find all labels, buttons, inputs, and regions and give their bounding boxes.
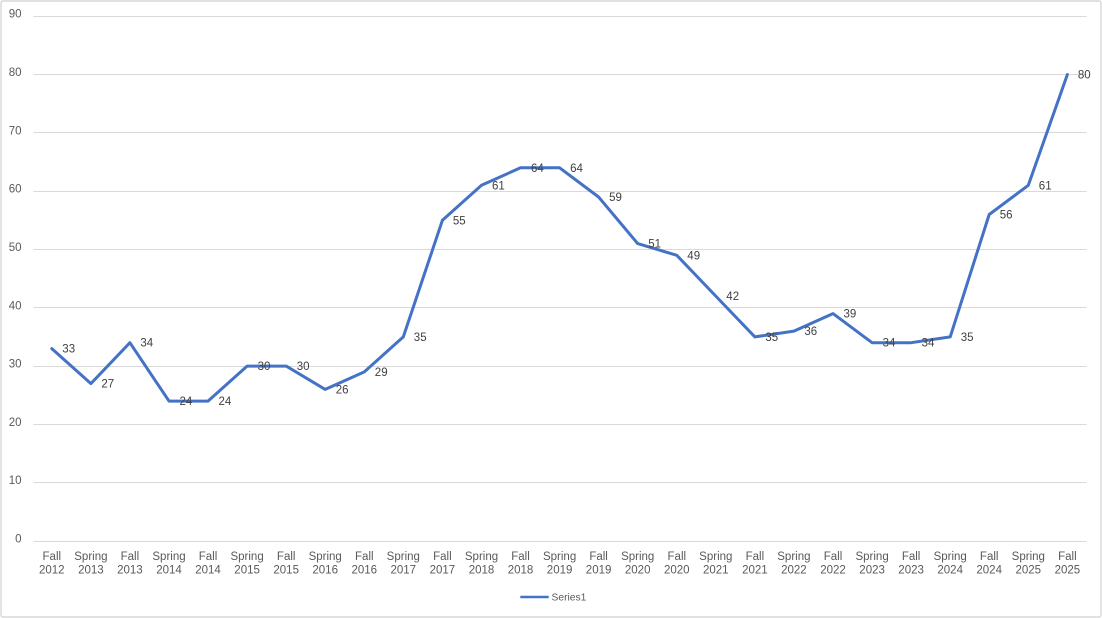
svg-text:Fall: Fall bbox=[43, 551, 62, 563]
svg-text:Fall: Fall bbox=[511, 551, 530, 563]
svg-text:42: 42 bbox=[726, 291, 739, 303]
svg-text:35: 35 bbox=[961, 332, 974, 344]
svg-text:Spring: Spring bbox=[699, 551, 732, 563]
svg-text:2016: 2016 bbox=[312, 565, 338, 577]
svg-text:Spring: Spring bbox=[1012, 551, 1045, 563]
svg-text:61: 61 bbox=[492, 180, 505, 192]
svg-text:2016: 2016 bbox=[352, 565, 378, 577]
svg-text:Fall: Fall bbox=[980, 551, 999, 563]
svg-text:Spring: Spring bbox=[309, 551, 342, 563]
svg-text:Series1: Series1 bbox=[552, 593, 587, 604]
svg-text:2020: 2020 bbox=[664, 565, 690, 577]
svg-text:36: 36 bbox=[804, 326, 817, 338]
svg-text:Spring: Spring bbox=[465, 551, 498, 563]
svg-text:2014: 2014 bbox=[156, 565, 182, 577]
svg-text:34: 34 bbox=[883, 338, 896, 350]
svg-text:Spring: Spring bbox=[855, 551, 888, 563]
svg-text:90: 90 bbox=[9, 9, 22, 21]
svg-text:10: 10 bbox=[9, 475, 22, 487]
svg-text:Spring: Spring bbox=[621, 551, 654, 563]
svg-text:20: 20 bbox=[9, 417, 22, 429]
svg-text:64: 64 bbox=[570, 163, 583, 175]
svg-text:2012: 2012 bbox=[39, 565, 65, 577]
svg-text:Fall: Fall bbox=[121, 551, 140, 563]
svg-text:Spring: Spring bbox=[230, 551, 263, 563]
svg-text:2024: 2024 bbox=[976, 565, 1002, 577]
svg-text:2024: 2024 bbox=[937, 565, 963, 577]
svg-text:2021: 2021 bbox=[742, 565, 768, 577]
svg-text:80: 80 bbox=[9, 67, 22, 79]
svg-text:2022: 2022 bbox=[781, 565, 807, 577]
svg-text:50: 50 bbox=[9, 242, 22, 254]
svg-text:40: 40 bbox=[9, 300, 22, 312]
svg-text:Spring: Spring bbox=[777, 551, 810, 563]
svg-text:33: 33 bbox=[62, 344, 75, 356]
svg-text:2025: 2025 bbox=[1055, 565, 1081, 577]
svg-text:2020: 2020 bbox=[625, 565, 651, 577]
svg-text:2019: 2019 bbox=[547, 565, 573, 577]
svg-text:2014: 2014 bbox=[195, 565, 221, 577]
svg-text:2013: 2013 bbox=[78, 565, 104, 577]
svg-text:60: 60 bbox=[9, 184, 22, 196]
svg-text:2017: 2017 bbox=[430, 565, 456, 577]
svg-text:2025: 2025 bbox=[1016, 565, 1042, 577]
svg-text:49: 49 bbox=[687, 250, 700, 262]
svg-text:27: 27 bbox=[101, 379, 114, 391]
svg-text:55: 55 bbox=[453, 215, 466, 227]
svg-text:Fall: Fall bbox=[433, 551, 452, 563]
svg-text:39: 39 bbox=[844, 309, 857, 321]
svg-text:2015: 2015 bbox=[234, 565, 260, 577]
svg-text:2015: 2015 bbox=[273, 565, 299, 577]
svg-text:Fall: Fall bbox=[199, 551, 218, 563]
svg-text:24: 24 bbox=[219, 396, 232, 408]
svg-text:56: 56 bbox=[1000, 210, 1013, 222]
svg-text:Fall: Fall bbox=[589, 551, 608, 563]
svg-text:Fall: Fall bbox=[668, 551, 687, 563]
svg-text:35: 35 bbox=[765, 332, 778, 344]
svg-text:Spring: Spring bbox=[152, 551, 185, 563]
svg-text:2021: 2021 bbox=[703, 565, 729, 577]
svg-text:61: 61 bbox=[1039, 180, 1052, 192]
svg-text:24: 24 bbox=[180, 396, 193, 408]
svg-text:34: 34 bbox=[140, 338, 153, 350]
svg-text:59: 59 bbox=[609, 192, 622, 204]
svg-text:29: 29 bbox=[375, 367, 388, 379]
svg-text:30: 30 bbox=[9, 359, 22, 371]
svg-text:Spring: Spring bbox=[543, 551, 576, 563]
svg-text:2019: 2019 bbox=[586, 565, 612, 577]
svg-text:Fall: Fall bbox=[277, 551, 296, 563]
svg-text:2018: 2018 bbox=[469, 565, 495, 577]
svg-text:Fall: Fall bbox=[1058, 551, 1077, 563]
svg-text:Fall: Fall bbox=[824, 551, 843, 563]
svg-text:Spring: Spring bbox=[74, 551, 107, 563]
svg-text:34: 34 bbox=[922, 338, 935, 350]
svg-text:2018: 2018 bbox=[508, 565, 534, 577]
svg-text:2022: 2022 bbox=[820, 565, 846, 577]
svg-text:2017: 2017 bbox=[391, 565, 417, 577]
svg-text:Fall: Fall bbox=[902, 551, 921, 563]
svg-text:30: 30 bbox=[297, 361, 310, 373]
svg-text:64: 64 bbox=[531, 163, 544, 175]
svg-text:26: 26 bbox=[336, 384, 349, 396]
svg-text:Fall: Fall bbox=[746, 551, 765, 563]
svg-text:Spring: Spring bbox=[387, 551, 420, 563]
svg-text:2023: 2023 bbox=[898, 565, 924, 577]
svg-text:0: 0 bbox=[15, 534, 21, 546]
svg-text:Fall: Fall bbox=[355, 551, 374, 563]
svg-text:2023: 2023 bbox=[859, 565, 885, 577]
svg-text:51: 51 bbox=[648, 239, 661, 251]
svg-text:2013: 2013 bbox=[117, 565, 143, 577]
svg-text:30: 30 bbox=[258, 361, 271, 373]
svg-text:35: 35 bbox=[414, 332, 427, 344]
svg-text:80: 80 bbox=[1078, 70, 1091, 82]
svg-text:70: 70 bbox=[9, 125, 22, 137]
svg-text:Spring: Spring bbox=[934, 551, 967, 563]
